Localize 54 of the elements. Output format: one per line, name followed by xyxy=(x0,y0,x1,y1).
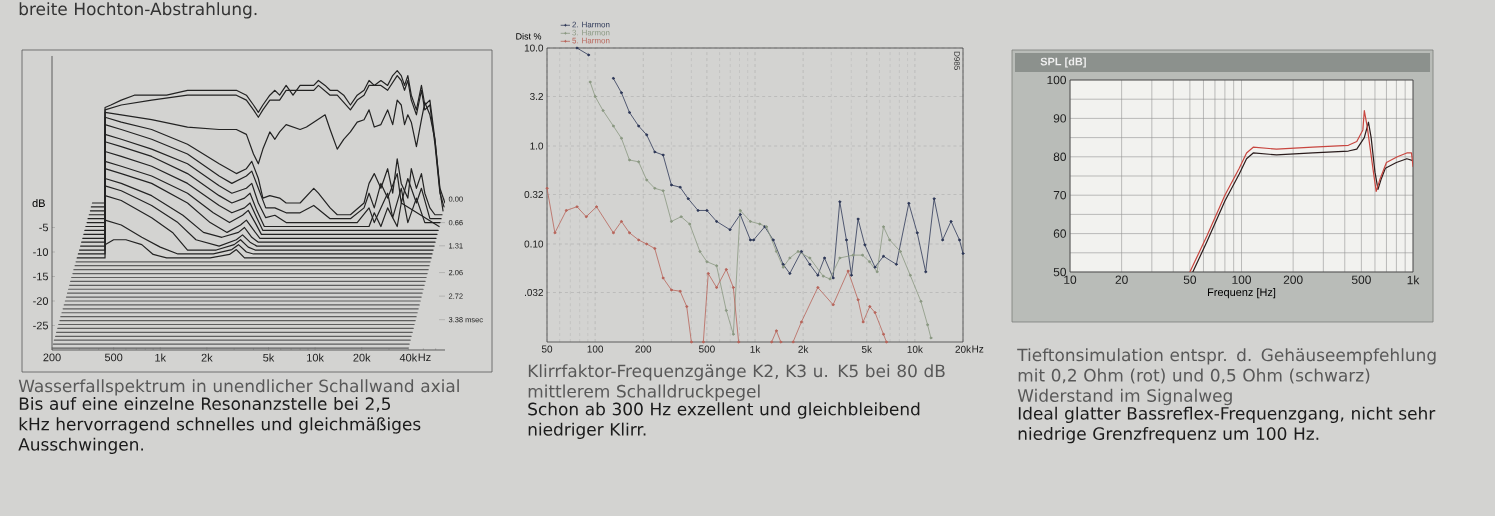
x-tick-label: 2k xyxy=(798,345,809,353)
x-tick-label: 20k xyxy=(955,345,972,353)
y-tick-label: -15 xyxy=(33,272,49,281)
y-tick-label: .032 xyxy=(525,288,543,297)
x-tick-label: 200 xyxy=(635,345,652,353)
y-tick-label: -25 xyxy=(33,321,49,330)
x-tick-label: 1k xyxy=(750,345,761,353)
x-tick-label: 5k xyxy=(263,353,275,362)
y-tick-label: 3.2 xyxy=(530,92,543,101)
y-axis-title: Dist % xyxy=(516,32,542,40)
x-tick-label: 100 xyxy=(587,345,604,353)
chart-title: SPL [dB] xyxy=(1040,57,1086,68)
text: Bis auf eine einzelne Resonanzstelle bei 2,5 kHz hervorragend schnelles und gleichmäßiges Ausschwingen. xyxy=(18,396,421,455)
y-tick-label: 0.32 xyxy=(524,190,543,199)
text: breite Hochton-Abstrahlung. xyxy=(19,2,257,19)
x-tick-label: 10k xyxy=(307,353,324,362)
y-tick-label: 70 xyxy=(1053,190,1067,200)
y-tick-label: 10.0 xyxy=(524,44,544,52)
text: Ideal glatter Bassreflex-Frequenzgang, nicht sehr niedrige Grenzfrequenz um 100 Hz. xyxy=(1018,406,1436,444)
x-tick-label: 40k xyxy=(399,353,418,362)
x-tick-label: 5k xyxy=(861,345,873,353)
y-tick-label: -10 xyxy=(33,248,49,256)
y-tick-label: 90 xyxy=(1053,114,1067,123)
y-axis-title: dB xyxy=(32,198,45,208)
y-tick-label: 80 xyxy=(1053,152,1067,162)
y-tick-label: 60 xyxy=(1053,229,1067,238)
text: Tieftonsimulation entspr. d. Gehäuseempfehlung mit 0,2 Ohm (rot) und 0,5 Ohm (schwarz) Widerstand im Signalweg xyxy=(1017,348,1436,406)
y-tick-label: 50 xyxy=(1053,267,1067,277)
x-tick-label: 10k xyxy=(907,345,923,353)
x-tick-label: 50 xyxy=(1183,275,1197,284)
x-tick-label: 2k xyxy=(201,353,213,362)
y-tick-label: 0.10 xyxy=(524,240,544,248)
x-tick-label: 500 xyxy=(1351,275,1371,284)
x-tick-label: 500 xyxy=(698,345,715,353)
y-tick-label: -5 xyxy=(39,223,49,232)
x-tick-label: 200 xyxy=(1283,275,1303,284)
x-tick-label: 1k xyxy=(1407,275,1420,285)
x-axis-title: Hz xyxy=(972,345,984,353)
x-tick-label: 1k xyxy=(155,353,167,362)
x-tick-label: 20k xyxy=(353,353,371,362)
x-tick-label: 50 xyxy=(541,345,553,353)
y-tick-label: 100 xyxy=(1047,75,1067,85)
x-tick-label: 500 xyxy=(104,353,123,362)
x-axis-title: Frequenz [Hz] xyxy=(1208,288,1276,299)
x-tick-label: 100 xyxy=(1232,275,1252,284)
x-tick-label: 200 xyxy=(43,353,61,362)
y-tick-label: 1.0 xyxy=(530,142,544,150)
text: Schon ab 300 Hz exzellent und gleichbleibend niedriger Klirr. xyxy=(528,402,920,440)
text: Klirrfaktor-Frequenzgänge K2, K3 u. K5 bei 80 dB mittlerem Schalldruckpegel xyxy=(528,364,945,401)
text: Wasserfallspektrum in unendlicher Schallwand axial xyxy=(18,379,459,396)
x-tick-label: 20 xyxy=(1115,275,1128,284)
x-axis-title: Hz xyxy=(418,353,431,362)
x-tick-label: 10 xyxy=(1064,275,1077,284)
y-tick-label: -20 xyxy=(33,297,49,305)
